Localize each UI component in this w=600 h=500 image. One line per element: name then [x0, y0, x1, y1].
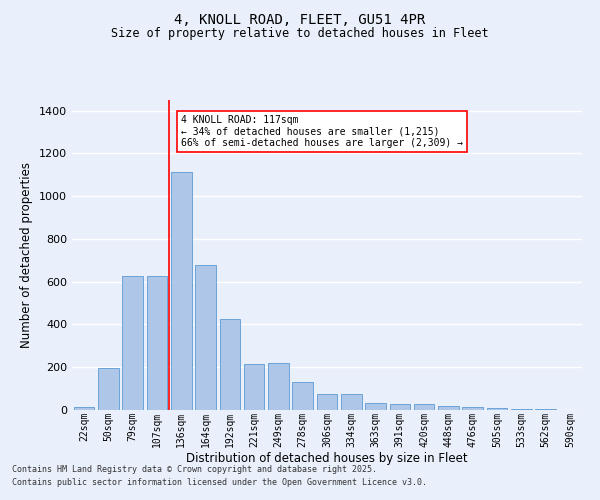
Bar	[365, 403, 386, 410]
Bar	[195, 264, 216, 410]
Bar	[146, 276, 167, 410]
Text: Size of property relative to detached houses in Fleet: Size of property relative to detached ho…	[111, 28, 489, 40]
Bar	[414, 404, 434, 410]
Bar	[122, 276, 143, 410]
Bar	[171, 172, 191, 410]
Bar	[244, 364, 265, 410]
Bar	[220, 319, 240, 410]
Bar	[292, 382, 313, 410]
Bar	[317, 394, 337, 410]
Bar	[74, 407, 94, 410]
Bar	[268, 363, 289, 410]
Text: 4 KNOLL ROAD: 117sqm
← 34% of detached houses are smaller (1,215)
66% of semi-de: 4 KNOLL ROAD: 117sqm ← 34% of detached h…	[181, 115, 463, 148]
Text: Contains HM Land Registry data © Crown copyright and database right 2025.: Contains HM Land Registry data © Crown c…	[12, 466, 377, 474]
Bar	[341, 394, 362, 410]
X-axis label: Distribution of detached houses by size in Fleet: Distribution of detached houses by size …	[186, 452, 468, 465]
Bar	[511, 409, 532, 410]
Bar	[487, 408, 508, 410]
Bar	[438, 406, 459, 410]
Text: 4, KNOLL ROAD, FLEET, GU51 4PR: 4, KNOLL ROAD, FLEET, GU51 4PR	[175, 12, 425, 26]
Text: Contains public sector information licensed under the Open Government Licence v3: Contains public sector information licen…	[12, 478, 427, 487]
Bar	[98, 368, 119, 410]
Bar	[389, 404, 410, 410]
Bar	[463, 407, 483, 410]
Y-axis label: Number of detached properties: Number of detached properties	[20, 162, 34, 348]
